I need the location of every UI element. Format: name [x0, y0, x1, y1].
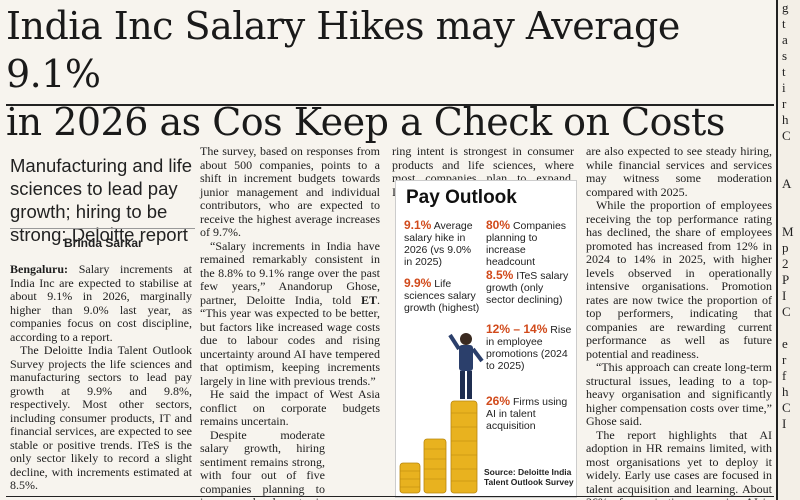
strip-letter: C	[782, 128, 791, 143]
strip-letter: C	[782, 304, 791, 319]
stat-item: 9.1% Average salary hike in 2026 (vs 9.0…	[404, 219, 482, 268]
strip-letter: r	[782, 96, 787, 111]
strip-letter: P	[782, 272, 790, 287]
paragraph: Despite moderate salary growth, hiring s…	[200, 427, 325, 500]
stat-item: 8.5% ITeS salary growth (only sector dec…	[486, 269, 574, 306]
stat-label: Rise in employee promotions (2024 to 202…	[486, 324, 572, 372]
stat-item: 26% Firms using AI in talent acquisition	[486, 395, 574, 432]
paragraph-text: “Salary increments in India have remaine…	[200, 238, 380, 307]
stat-label: Companies planning to increase headcount	[486, 220, 567, 268]
stat-item: 12% – 14% Rise in employee promotions (2…	[486, 323, 574, 372]
paragraph-text: . “This year was expected to be better, …	[200, 292, 380, 388]
strip-letter	[778, 144, 800, 160]
stat-number: 12% – 14%	[486, 322, 548, 336]
strip-letter: i	[782, 80, 786, 95]
article-column-4: are also expected to see steady hiring, …	[586, 144, 772, 500]
deck-divider	[10, 228, 195, 229]
paragraph: While the proportion of employees receiv…	[586, 198, 772, 361]
strip-letter	[778, 192, 800, 208]
source-note: Source: Deloitte India Talent Outlook Su…	[484, 467, 574, 487]
paragraph: “Salary increments in India have remaine…	[200, 238, 380, 389]
strip-letter: I	[782, 288, 787, 303]
strip-letter: g	[782, 0, 789, 15]
strip-letter	[778, 320, 800, 336]
paragraph: are also expected to see steady hiring, …	[586, 144, 772, 199]
strip-letter: I	[782, 416, 787, 431]
coin-stacks-illustration	[399, 333, 484, 494]
paragraph: The report highlights that AI adoption i…	[586, 427, 772, 500]
strip-letter	[778, 208, 800, 224]
businessman-figure	[448, 333, 484, 399]
deck-subheading: Manufacturing and life sciences to lead …	[10, 155, 193, 245]
paragraph-text: Salary increments at India Inc are expec…	[10, 262, 192, 344]
strip-letter: e	[782, 336, 788, 351]
strip-letter: t	[782, 64, 786, 79]
strip-letter: A	[782, 176, 792, 191]
stat-label: ITeS salary growth (only sector declinin…	[486, 270, 569, 306]
article-column-2: The survey, based on responses from abou…	[200, 144, 380, 500]
strip-letter: h	[782, 112, 789, 127]
strip-letter: a	[782, 32, 788, 47]
strip-letter: f	[782, 368, 787, 383]
stat-number: 26%	[486, 394, 511, 408]
paragraph: “This approach can create long-term stru…	[586, 360, 772, 428]
stat-label: Average salary hike in 2026 (vs 9.0% in …	[404, 220, 473, 268]
byline: Brinda Sarkar	[64, 236, 143, 250]
bottom-divider	[6, 496, 774, 497]
publication-name: ET	[360, 292, 377, 307]
strip-letter: C	[782, 400, 791, 415]
strip-letter: t	[782, 16, 786, 31]
pay-outlook-infographic: Pay Outlook 9.1% Average salary hike in …	[395, 180, 577, 498]
strip-letter: h	[782, 384, 789, 399]
stat-label: Firms using AI in talent acquisition	[486, 396, 568, 432]
headline-line-1: India Inc Salary Hikes may Average 9.1%	[6, 4, 680, 96]
paragraph: He said the impact of West Asia conflict…	[200, 387, 380, 428]
headline-line-2: in 2026 as Cos Keep a Check on Costs	[6, 100, 725, 144]
strip-letter: r	[782, 352, 787, 367]
stat-number: 80%	[486, 218, 511, 232]
strip-letter: M	[782, 224, 794, 239]
strip-letter: s	[782, 48, 788, 63]
stat-item: 80% Companies planning to increase headc…	[486, 219, 574, 268]
infographic-title: Pay Outlook	[406, 187, 517, 208]
strip-letter: 2	[782, 256, 789, 271]
top-divider	[6, 104, 774, 106]
strip-letter: p	[782, 240, 789, 255]
stat-number: 9.1%	[404, 218, 432, 232]
article-column-1: Bengaluru: Salary increments at India In…	[10, 262, 192, 493]
strip-letter	[778, 160, 800, 176]
stat-item: 9.9% Life sciences salary growth (highes…	[404, 277, 482, 314]
stat-number: 8.5%	[486, 268, 514, 282]
headline: India Inc Salary Hikes may Average 9.1% …	[6, 2, 766, 146]
paragraph: The survey, based on responses from abou…	[200, 144, 380, 239]
paragraph: Bengaluru: Salary increments at India In…	[10, 262, 192, 344]
paragraph: The Deloitte India Talent Outlook Survey…	[10, 343, 192, 492]
stat-number: 9.9%	[404, 276, 432, 290]
dateline: Bengaluru:	[10, 262, 69, 276]
stat-label: Life sciences salary growth (highest)	[404, 278, 480, 314]
